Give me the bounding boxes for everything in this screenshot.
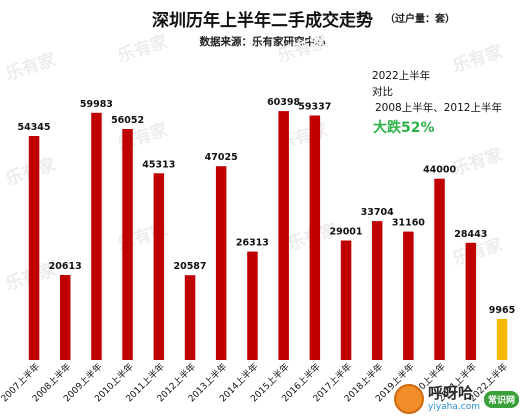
chart-title: 深圳历年上半年二手成交走势	[152, 11, 373, 31]
bar-2013上半年	[215, 166, 227, 360]
logo-badge: 常识网	[483, 390, 519, 408]
value-label: 9965	[489, 305, 515, 316]
source-label: 数据来源：乐有家研究中心	[199, 36, 326, 48]
value-label: 20587	[173, 261, 206, 272]
watermark-text: 乐有家	[3, 49, 58, 85]
bar-2020上半年	[434, 178, 445, 360]
annotation-line-1: 2022上半年	[372, 70, 431, 82]
bar-2009上半年	[91, 112, 102, 360]
bar-2015上半年	[278, 111, 289, 360]
value-label: 20613	[49, 261, 82, 272]
bar-2014上半年	[247, 251, 258, 360]
bar-2021上半年	[465, 242, 477, 360]
value-label: 31160	[392, 218, 425, 229]
watermark-text: 乐有家	[115, 31, 170, 67]
bars-group	[28, 111, 508, 360]
value-label: 59983	[80, 99, 113, 110]
value-label: 59337	[298, 102, 331, 113]
watermark-text: 乐有家	[450, 144, 505, 180]
value-label: 56052	[111, 115, 144, 126]
annotation-line-2: 对比	[372, 86, 393, 98]
logo-name: 呼呀哈	[428, 384, 474, 402]
annotation-line-3: 2008上半年、2012上半年	[375, 102, 502, 114]
bar-2016上半年	[309, 115, 321, 360]
value-label: 29001	[329, 227, 362, 238]
bar-2022上半年	[496, 318, 508, 360]
unit-label: （过户量：套）	[385, 14, 455, 25]
watermark-text: 乐有家	[275, 31, 330, 67]
logo-domain: yiyaha.com	[428, 402, 480, 412]
bar-2008上半年	[60, 275, 71, 360]
value-label: 44000	[423, 165, 456, 176]
bar-2011上半年	[153, 173, 165, 360]
mascot-icon	[394, 384, 424, 414]
logo-text: 呼呀哈 yiyaha.com	[428, 386, 480, 412]
bar-2012上半年	[184, 275, 196, 360]
bar-2010上半年	[122, 129, 133, 360]
bar-2018上半年	[371, 221, 383, 360]
bar-2007上半年	[28, 136, 40, 360]
value-label: 45313	[142, 159, 175, 170]
value-label: 54345	[17, 122, 50, 133]
value-label: 26313	[236, 238, 269, 249]
bar-2017上半年	[340, 240, 352, 360]
value-label: 33704	[361, 207, 394, 218]
watermark-text: 乐有家	[450, 41, 505, 77]
value-label: 28443	[454, 229, 487, 240]
value-labels-group: 54345 20613 59983 56052 45313 20587 47025 26313…	[17, 97, 515, 316]
annotation-highlight: 大跌52%	[373, 120, 435, 136]
bar-2019上半年	[403, 231, 414, 360]
site-logo: 呼呀哈 yiyaha.com 常识网	[394, 384, 519, 414]
value-label: 47025	[205, 152, 238, 163]
value-label: 60398	[267, 97, 300, 108]
